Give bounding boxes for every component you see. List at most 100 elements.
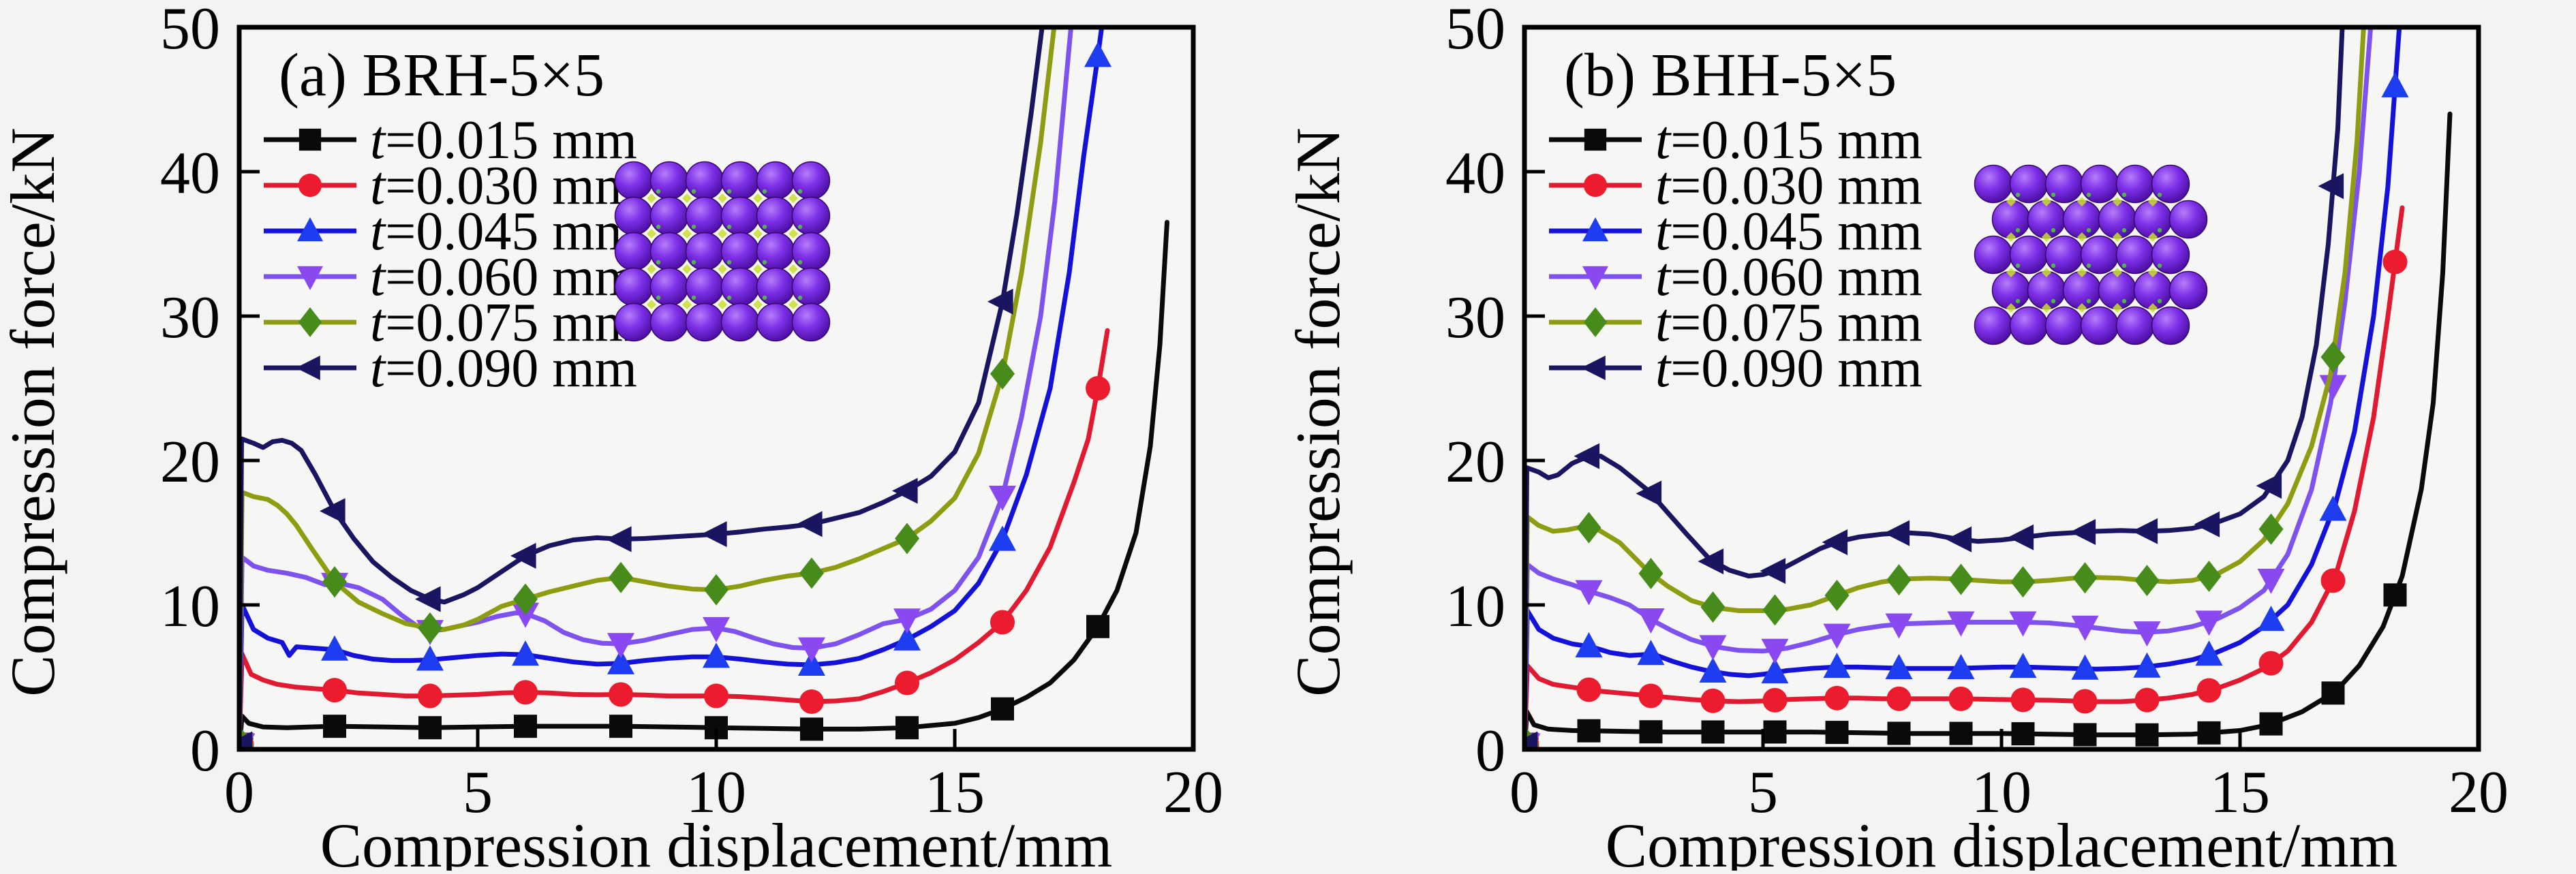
data-point-marker bbox=[418, 683, 442, 708]
data-point-marker bbox=[2383, 583, 2407, 607]
legend-triangle-left-icon bbox=[296, 355, 320, 381]
lattice-sphere bbox=[756, 232, 795, 271]
lattice-node-accent bbox=[2042, 197, 2051, 206]
legend-item-t0090: t=0.090 mm bbox=[264, 339, 637, 399]
data-point-marker bbox=[893, 608, 921, 634]
lattice-node-accent bbox=[2157, 298, 2162, 304]
data-point-marker bbox=[1763, 720, 1787, 744]
data-point-marker bbox=[1885, 653, 1913, 679]
data-point-marker bbox=[607, 633, 634, 659]
data-point-marker bbox=[418, 716, 442, 740]
lattice-node-accent bbox=[2077, 303, 2087, 313]
data-point-marker bbox=[2009, 653, 2037, 678]
data-point-marker bbox=[2257, 568, 2285, 594]
lattice-node-accent bbox=[2077, 197, 2087, 206]
lattice-node-accent bbox=[2113, 268, 2122, 277]
lattice-sphere bbox=[2151, 306, 2190, 345]
data-point-marker bbox=[2133, 652, 2161, 678]
data-point-marker bbox=[1822, 529, 1848, 556]
lattice-node-accent bbox=[2086, 228, 2091, 233]
lattice-node-accent bbox=[2051, 298, 2056, 304]
data-point-marker bbox=[2070, 518, 2096, 545]
series-t0030-markers bbox=[1524, 249, 2408, 749]
series-t0060-line bbox=[239, 27, 1074, 749]
y-tick-label: 50 bbox=[160, 0, 220, 62]
lattice-node-accent bbox=[2121, 298, 2127, 304]
data-point-marker bbox=[2071, 654, 2099, 680]
data-point-marker bbox=[1637, 608, 1665, 634]
lattice-sphere bbox=[2009, 164, 2049, 204]
lattice-node-accent bbox=[718, 264, 727, 274]
data-point-marker bbox=[990, 610, 1015, 635]
lattice-node-accent bbox=[797, 260, 803, 265]
data-point-marker bbox=[322, 678, 347, 703]
data-point-marker bbox=[1947, 653, 1975, 679]
data-point-marker bbox=[1884, 520, 1910, 546]
data-point-marker bbox=[1761, 658, 1789, 684]
data-point-marker bbox=[323, 715, 346, 738]
lattice-node-accent bbox=[788, 193, 798, 203]
lattice-sphere bbox=[685, 267, 724, 307]
data-point-marker bbox=[2319, 495, 2347, 521]
legend-diamond-icon bbox=[298, 307, 322, 337]
data-point-marker bbox=[1824, 685, 1850, 711]
lattice-node-accent bbox=[2006, 303, 2016, 313]
data-point-marker bbox=[1699, 635, 1727, 661]
lattice-sphere bbox=[1974, 235, 2013, 275]
series-t0060-line bbox=[1524, 27, 2374, 749]
data-point-marker bbox=[989, 525, 1016, 551]
data-point-marker bbox=[2010, 687, 2036, 713]
lattice-node-accent bbox=[726, 260, 732, 265]
lattice-node-accent bbox=[691, 189, 696, 194]
lattice-sphere bbox=[2115, 164, 2155, 204]
lattice-sphere bbox=[2115, 235, 2155, 275]
y-axis-label: Compression force/kN bbox=[1283, 127, 1353, 697]
lattice-sphere bbox=[649, 161, 689, 200]
lattice-sphere bbox=[2044, 235, 2084, 275]
lattice-node-accent bbox=[718, 300, 727, 309]
data-point-marker bbox=[2259, 712, 2283, 736]
data-point-marker bbox=[1699, 657, 1727, 683]
series-t0045-markers bbox=[239, 42, 1111, 749]
data-point-marker bbox=[1086, 376, 1110, 401]
data-point-marker bbox=[799, 689, 824, 715]
lattice-sphere bbox=[756, 196, 795, 236]
data-point-marker bbox=[2134, 565, 2160, 597]
legend-item-t0075: t=0.075 mm bbox=[1549, 293, 1922, 353]
lattice-node-accent bbox=[788, 264, 798, 274]
data-point-marker bbox=[322, 566, 347, 598]
series-t0045-line bbox=[239, 27, 1105, 749]
y-tick-label: 20 bbox=[1445, 429, 1505, 495]
lattice-sphere bbox=[756, 302, 795, 342]
panel-title: (a) BRH-5×5 bbox=[279, 42, 604, 109]
lattice-sphere bbox=[649, 267, 689, 307]
lattice-sphere bbox=[756, 267, 795, 307]
lattice-node-accent bbox=[2077, 268, 2087, 277]
lattice-node-accent bbox=[2157, 263, 2162, 268]
data-point-marker bbox=[418, 612, 442, 644]
lattice-node-accent bbox=[2121, 263, 2127, 268]
lattice-node-accent bbox=[2113, 197, 2122, 206]
data-point-marker bbox=[1762, 594, 1788, 626]
lattice-node-accent bbox=[2015, 263, 2021, 268]
data-point-marker bbox=[797, 511, 823, 537]
x-tick-label: 20 bbox=[1163, 760, 1223, 826]
lattice-node-accent bbox=[762, 189, 767, 194]
data-point-marker bbox=[1636, 480, 1662, 507]
data-point-marker bbox=[703, 642, 730, 668]
data-point-marker bbox=[1639, 720, 1663, 744]
data-point-marker bbox=[2381, 72, 2409, 97]
lattice-node-accent bbox=[2015, 298, 2021, 304]
data-point-marker bbox=[1949, 721, 1973, 745]
data-point-marker bbox=[798, 637, 825, 663]
data-point-marker bbox=[606, 526, 632, 552]
data-point-marker bbox=[893, 625, 921, 651]
data-point-marker bbox=[991, 697, 1014, 721]
x-tick-label: 5 bbox=[463, 760, 493, 826]
series-t0075-markers bbox=[1524, 341, 2346, 749]
y-tick-label: 0 bbox=[190, 718, 220, 784]
lattice-node-accent bbox=[726, 295, 732, 300]
data-point-marker bbox=[2256, 473, 2282, 499]
lattice-node-accent bbox=[2006, 197, 2016, 206]
